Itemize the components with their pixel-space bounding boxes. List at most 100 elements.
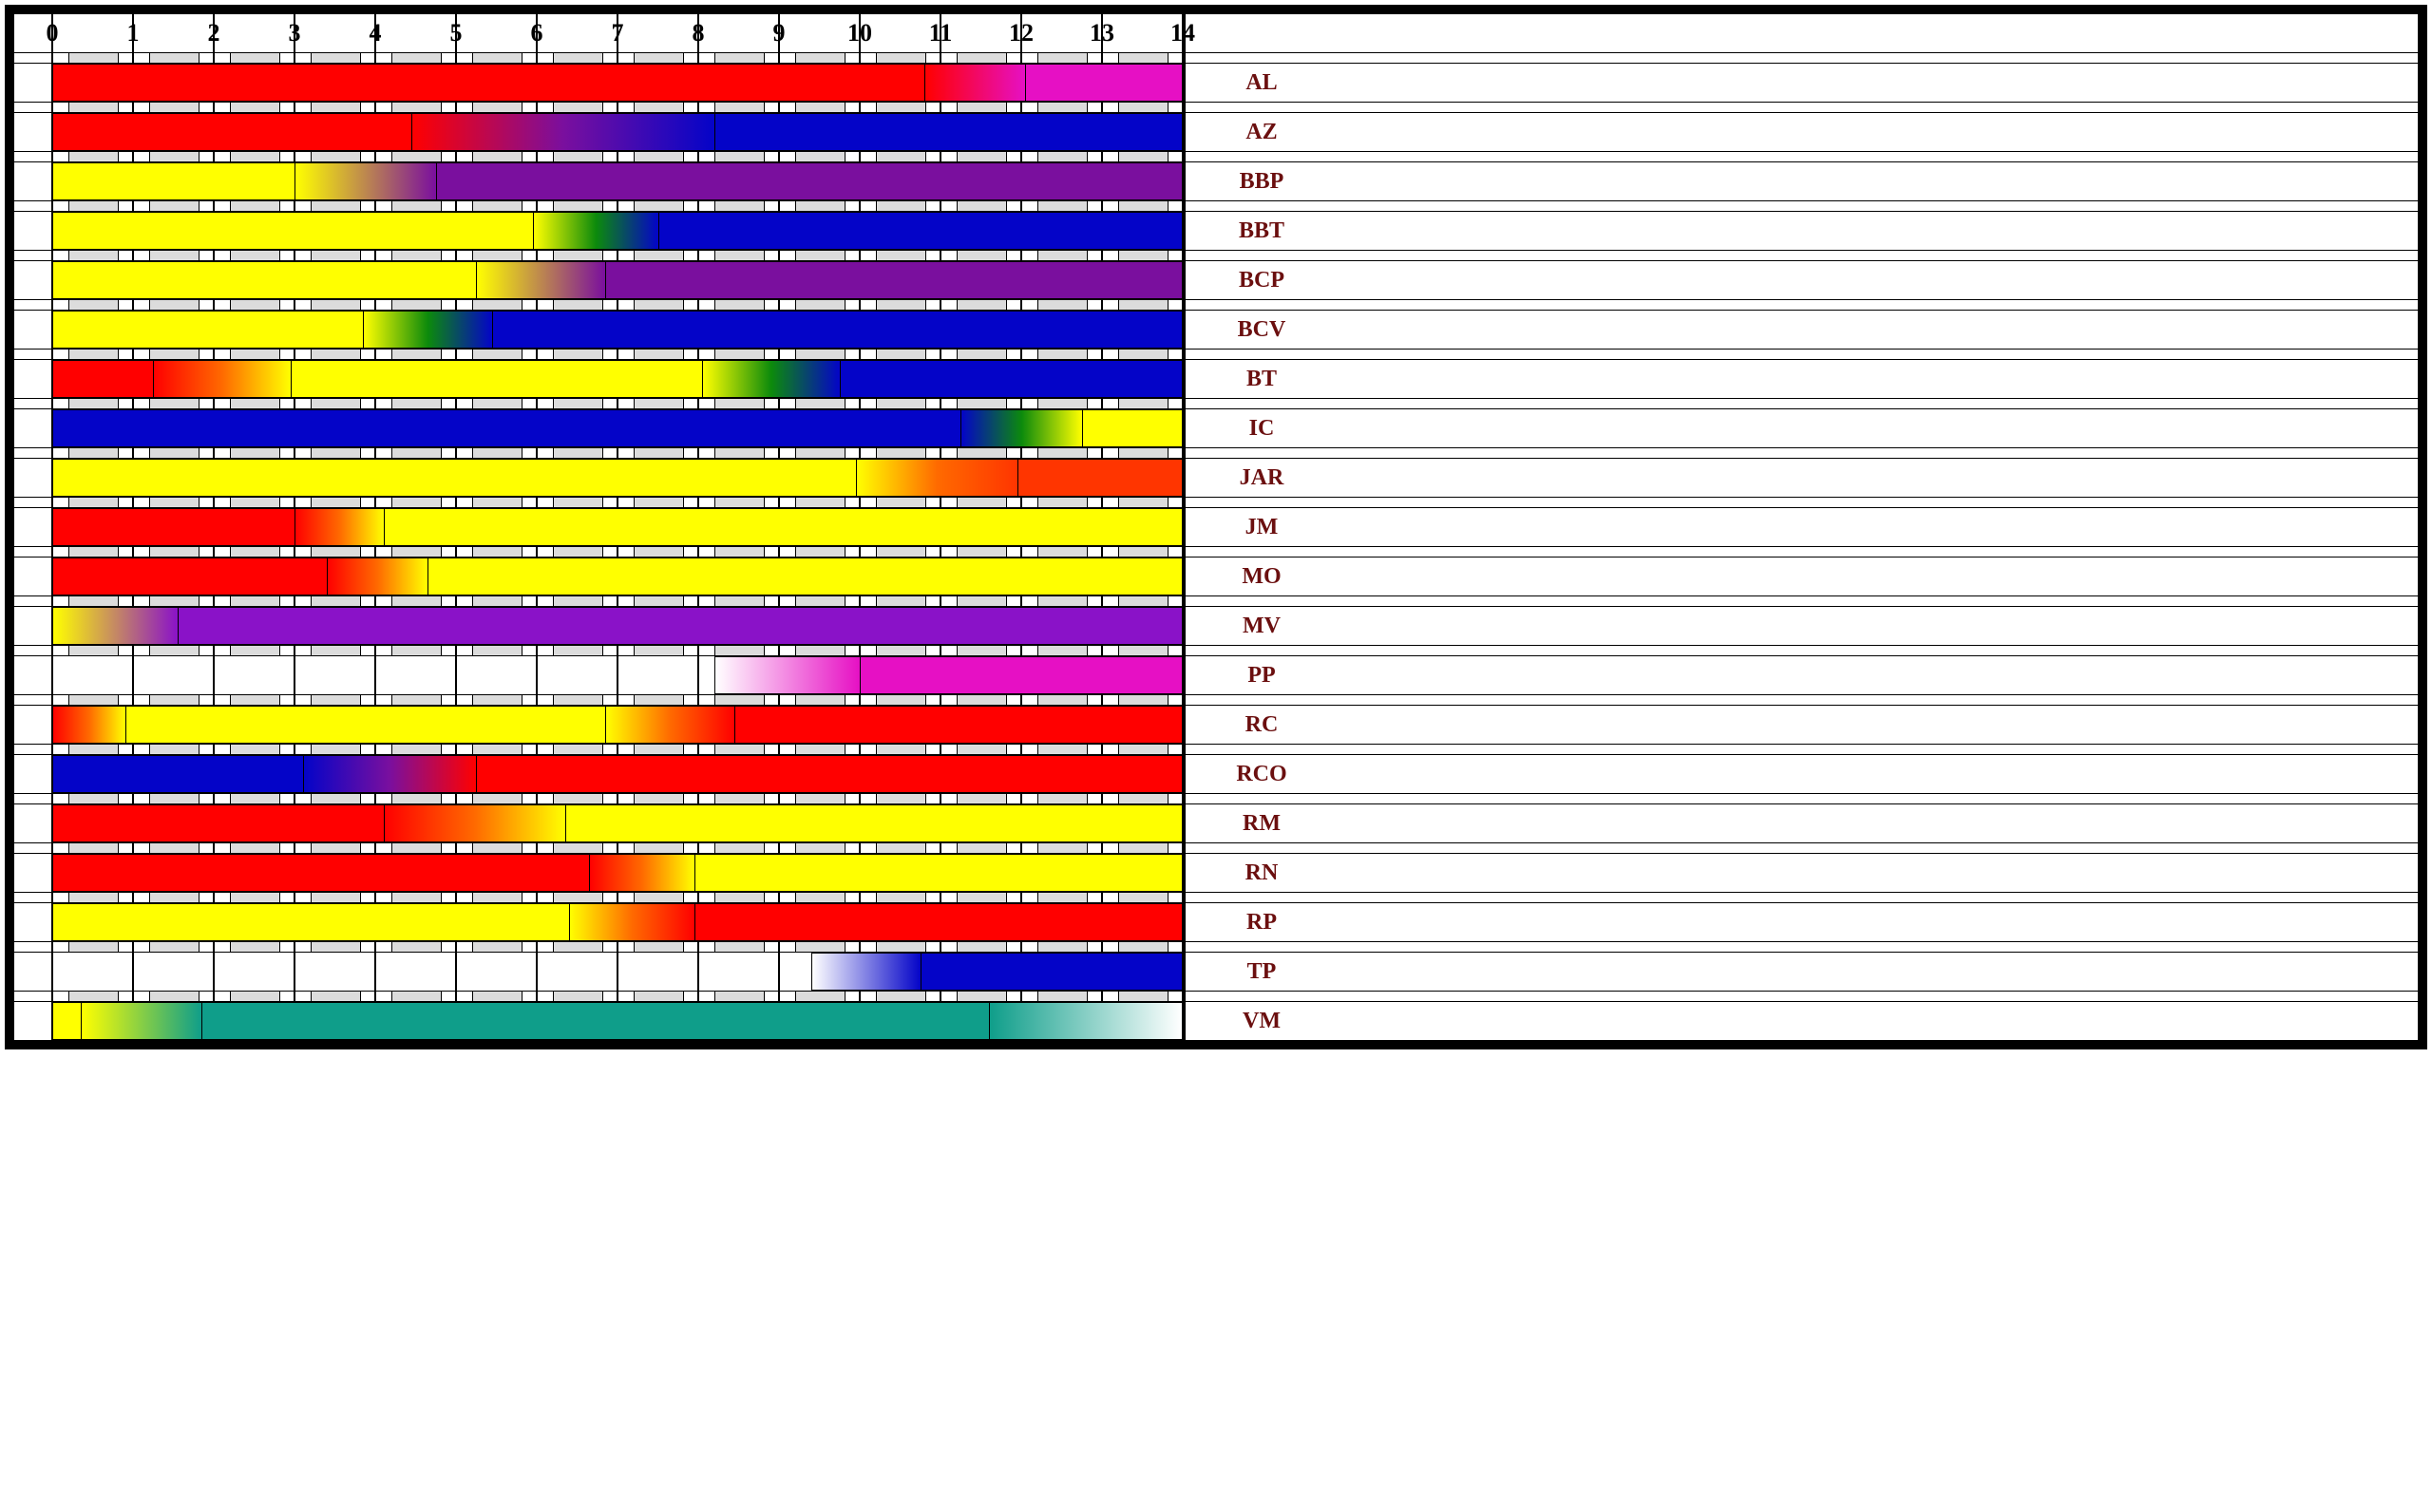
row-label-cell: BBT <box>1183 212 1338 250</box>
row-divider <box>14 546 2418 558</box>
row-label-cell: IC <box>1183 409 1338 447</box>
row-label: JAR <box>1240 465 1284 491</box>
bar-segment <box>533 212 658 250</box>
bar <box>14 162 1183 200</box>
data-row: BBT <box>14 212 2418 250</box>
row-label-cell: PP <box>1183 656 1338 694</box>
data-row: RN <box>14 854 2418 892</box>
bar <box>14 311 1183 349</box>
bar-segment <box>52 64 924 102</box>
row-label-cell: VM <box>1183 1002 1338 1040</box>
bar <box>14 212 1183 250</box>
row-divider <box>14 102 2418 113</box>
bar-segment <box>363 311 492 349</box>
row-label: RCO <box>1236 762 1286 787</box>
bar-segment <box>436 162 1183 200</box>
row-label: BCP <box>1239 268 1284 293</box>
bar-segment <box>52 755 303 793</box>
bar-segment <box>52 1002 81 1040</box>
data-row: BBP <box>14 162 2418 200</box>
row-divider <box>14 299 2418 311</box>
row-label: JM <box>1245 515 1279 540</box>
row-label-cell: AL <box>1183 64 1338 102</box>
row-divider <box>14 793 2418 804</box>
bar-segment <box>694 903 1183 941</box>
row-label-cell: RC <box>1183 706 1338 744</box>
row-label: TP <box>1247 959 1277 985</box>
bar-segment <box>605 261 1183 299</box>
bar-segment <box>476 261 605 299</box>
row-divider <box>14 250 2418 261</box>
row-label: RC <box>1245 712 1279 738</box>
bar-segment <box>714 113 1183 151</box>
bar-segment <box>1082 409 1183 447</box>
bar-segment <box>569 903 694 941</box>
row-label-cell: MO <box>1183 558 1338 595</box>
bar <box>14 656 1183 694</box>
bar <box>14 804 1183 842</box>
row-divider <box>14 151 2418 162</box>
data-row: RM <box>14 804 2418 842</box>
data-row: IC <box>14 409 2418 447</box>
data-row: BT <box>14 360 2418 398</box>
row-divider <box>14 842 2418 854</box>
bar-segment <box>924 64 1025 102</box>
data-row: MV <box>14 607 2418 645</box>
bar-segment <box>52 854 589 892</box>
data-row: BCV <box>14 311 2418 349</box>
row-divider <box>14 497 2418 508</box>
row-divider <box>14 595 2418 607</box>
bar-segment <box>52 508 294 546</box>
bar-segment <box>989 1002 1183 1040</box>
bar-segment <box>428 558 1183 595</box>
row-label-cell: RN <box>1183 854 1338 892</box>
row-label-cell: RP <box>1183 903 1338 941</box>
bar-segment <box>476 755 1183 793</box>
bar-segment <box>960 409 1082 447</box>
row-label: RP <box>1246 910 1277 936</box>
row-divider <box>14 447 2418 459</box>
row-label-cell: RCO <box>1183 755 1338 793</box>
data-row: BCP <box>14 261 2418 299</box>
bar-segment <box>291 360 703 398</box>
bar-segment <box>294 508 384 546</box>
bar-segment <box>178 607 1183 645</box>
row-divider <box>14 941 2418 953</box>
bar-segment <box>52 113 411 151</box>
bar <box>14 854 1183 892</box>
bar <box>14 64 1183 102</box>
bar <box>14 607 1183 645</box>
bar-segment <box>52 212 533 250</box>
bar-segment <box>52 360 153 398</box>
bar <box>14 903 1183 941</box>
bar-segment <box>411 113 714 151</box>
row-label-cell: JM <box>1183 508 1338 546</box>
data-row: JM <box>14 508 2418 546</box>
bar-segment <box>81 1002 202 1040</box>
bar-segment <box>714 656 860 694</box>
row-label-cell: AZ <box>1183 113 1338 151</box>
row-label: MV <box>1243 614 1281 639</box>
bar-segment <box>565 804 1183 842</box>
row-label: AL <box>1245 70 1277 96</box>
bar-segment <box>52 311 363 349</box>
row-label-cell: BCV <box>1183 311 1338 349</box>
bar-segment <box>384 804 565 842</box>
row-divider <box>14 200 2418 212</box>
row-label: BCV <box>1238 317 1286 343</box>
bar-segment <box>303 755 477 793</box>
bar-segment <box>811 953 921 991</box>
data-row: RC <box>14 706 2418 744</box>
bar-segment <box>52 558 327 595</box>
row-label: AZ <box>1245 120 1277 145</box>
bar <box>14 113 1183 151</box>
bar-segment <box>589 854 694 892</box>
bar-segment <box>52 409 960 447</box>
bar-segment <box>734 706 1183 744</box>
data-row: JAR <box>14 459 2418 497</box>
data-row: PP <box>14 656 2418 694</box>
row-divider <box>14 744 2418 755</box>
bar-segment <box>694 854 1183 892</box>
row-label-cell: MV <box>1183 607 1338 645</box>
row-label-cell: TP <box>1183 953 1338 991</box>
